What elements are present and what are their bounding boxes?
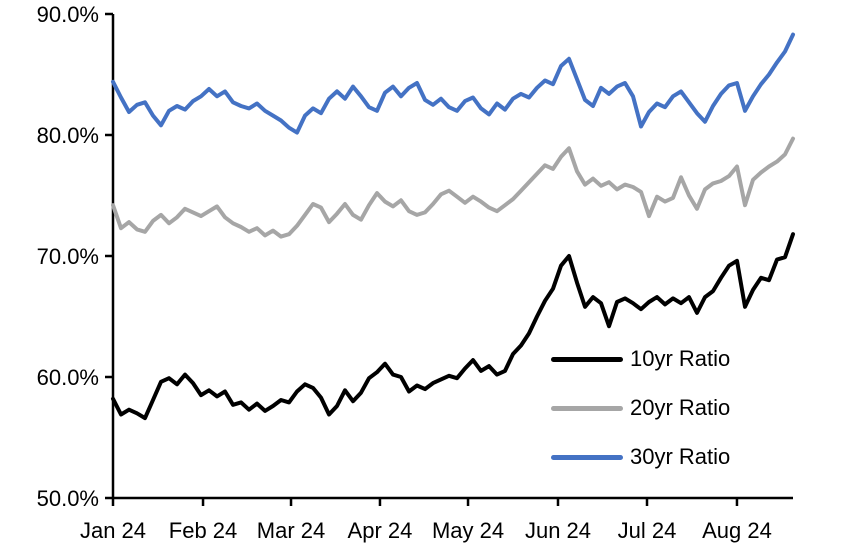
- y-tick-label: 60.0%: [37, 365, 99, 390]
- y-tick-label: 70.0%: [37, 244, 99, 269]
- x-tick-label: Jun 24: [525, 518, 591, 543]
- y-tick-label: 50.0%: [37, 486, 99, 511]
- legend-label: 10yr Ratio: [630, 346, 731, 371]
- legend-item-30yr-ratio: 30yr Ratio: [551, 442, 730, 472]
- x-tick-label: Apr 24: [348, 518, 413, 543]
- legend-label: 20yr Ratio: [630, 395, 731, 420]
- x-tick-label: Feb 24: [169, 518, 238, 543]
- legend-line-swatch: [551, 454, 623, 460]
- y-axis-tick-labels: 90.0% 80.0% 70.0% 60.0% 50.0%: [37, 2, 99, 511]
- x-tick-label: Jan 24: [80, 518, 146, 543]
- series-lines: [111, 32, 795, 421]
- axis-line: [105, 12, 793, 506]
- y-tick-label: 80.0%: [37, 123, 99, 148]
- legend: 10yr Ratio 20yr Ratio 30yr Ratio: [551, 344, 730, 472]
- legend-item-10yr-ratio: 10yr Ratio: [551, 344, 730, 374]
- series-line-20yr-ratio: [111, 136, 795, 239]
- axes: [105, 12, 793, 506]
- x-tick-label: Mar 24: [257, 518, 325, 543]
- x-tick-label: Aug 24: [702, 518, 772, 543]
- legend-label: 30yr Ratio: [630, 444, 731, 469]
- x-tick-label: Jul 24: [618, 518, 677, 543]
- legend-line-swatch: [551, 356, 623, 362]
- x-tick-label: May 24: [432, 518, 504, 543]
- series-line-10yr-ratio: [111, 232, 795, 421]
- y-tick-label: 90.0%: [37, 2, 99, 27]
- legend-item-20yr-ratio: 20yr Ratio: [551, 393, 730, 423]
- series-line-30yr-ratio: [111, 32, 795, 135]
- legend-line-swatch: [551, 405, 623, 411]
- x-axis-tick-labels: Jan 24 Feb 24 Mar 24 Apr 24 May 24 Jun 24 Jul …: [80, 518, 772, 543]
